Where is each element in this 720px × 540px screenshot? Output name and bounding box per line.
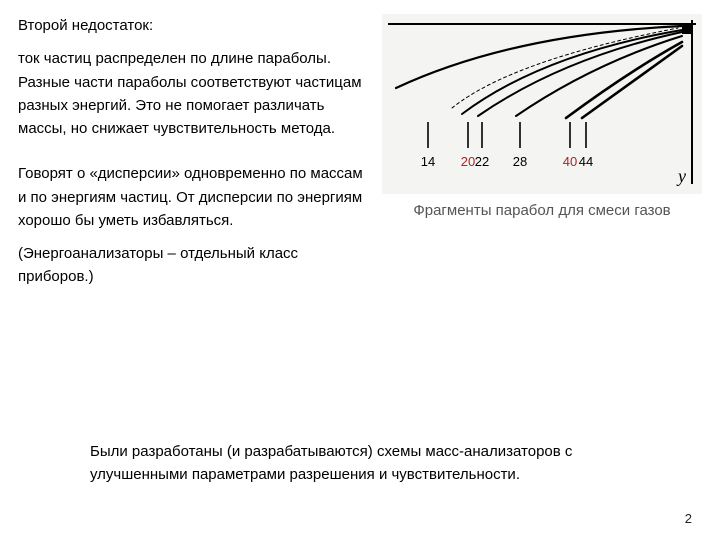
paragraph-3: (Энергоанализаторы – отдельный класс при…: [18, 242, 368, 289]
svg-text:14: 14: [421, 154, 435, 169]
left-text-column: Второй недостаток: ток частиц распределе…: [18, 14, 368, 299]
svg-text:40: 40: [563, 154, 577, 169]
figure: 14 2022 28 4044 y Фрагменты парабол для смес…: [382, 14, 702, 219]
svg-text:28: 28: [513, 154, 527, 169]
figure-caption: Фрагменты парабол для смеси газов: [382, 202, 702, 219]
svg-text:20: 20: [461, 154, 475, 169]
svg-text:y: y: [676, 166, 686, 186]
paragraph-1: ток частиц распределен по длине параболы…: [18, 47, 368, 140]
heading: Второй недостаток:: [18, 14, 368, 37]
svg-text:44: 44: [579, 154, 593, 169]
svg-text:22: 22: [475, 154, 489, 169]
page-number: 2: [685, 511, 692, 526]
paragraph-2: Говорят о «дисперсии» одновременно по ма…: [18, 162, 368, 232]
parabola-diagram: 14 2022 28 4044 y: [382, 14, 702, 194]
bottom-paragraph: Были разработаны (и разрабатываются) схе…: [90, 440, 650, 487]
page: Второй недостаток: ток частиц распределе…: [0, 0, 720, 540]
